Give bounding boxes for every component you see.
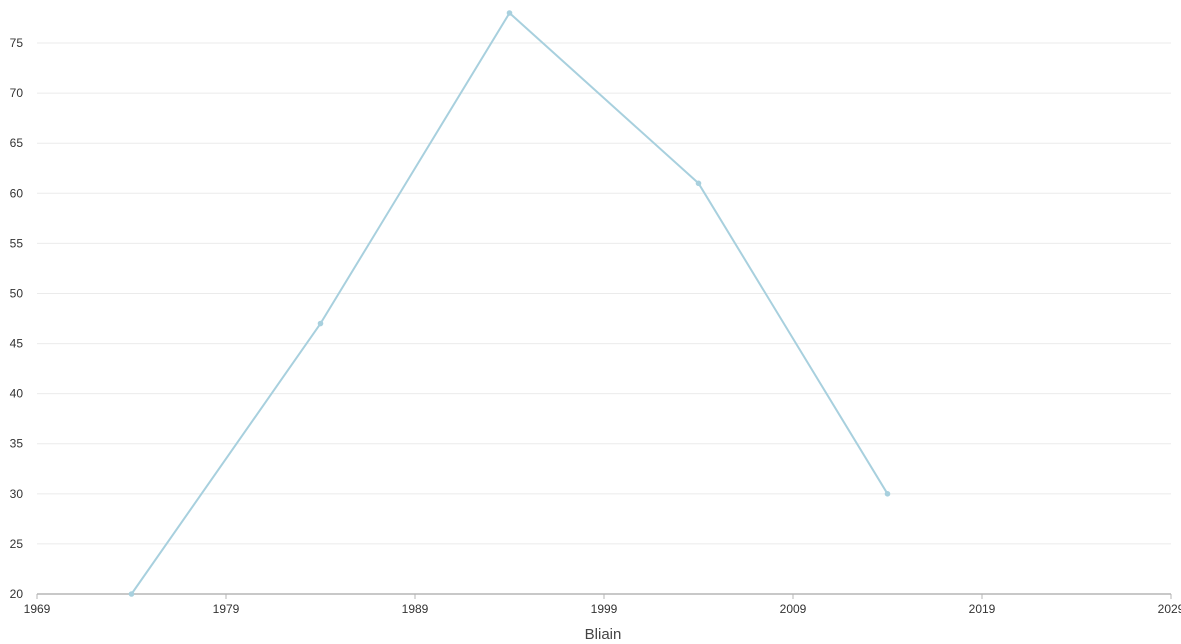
y-tick-label: 40 (10, 387, 24, 401)
data-point (695, 180, 702, 187)
x-tick-label: 1969 (24, 602, 51, 616)
y-tick-label: 60 (10, 186, 24, 200)
gridlines (37, 42, 1171, 545)
x-tick-label: 2029 (1158, 602, 1181, 616)
y-tick-label: 35 (10, 437, 24, 451)
x-tick-label: 1979 (213, 602, 240, 616)
data-point (128, 591, 135, 597)
data-point (506, 10, 513, 16)
y-tick-label: 20 (10, 587, 24, 601)
y-tick-label: 65 (10, 136, 24, 150)
data-point (884, 491, 891, 497)
y-tick-label: 55 (10, 236, 24, 250)
series-line (130, 12, 889, 595)
x-tick-label: 1999 (591, 602, 618, 616)
y-tick-label: 25 (10, 537, 24, 551)
y-tick-label: 75 (10, 36, 24, 50)
x-axis-title: Bliain (585, 626, 622, 643)
x-tick-label: 2009 (780, 602, 807, 616)
y-tick-label: 50 (10, 286, 24, 300)
x-tick-label: 1989 (402, 602, 429, 616)
axes: 20 25 30 35 40 45 50 55 60 65 70 75 1969 1979 1989 1999… (10, 36, 1181, 616)
data-point (317, 320, 324, 327)
y-tick-label: 30 (10, 487, 24, 501)
y-tick-label: 70 (10, 86, 24, 100)
y-tick-label: 45 (10, 337, 24, 351)
series (128, 10, 891, 597)
x-tick-label: 2019 (969, 602, 996, 616)
